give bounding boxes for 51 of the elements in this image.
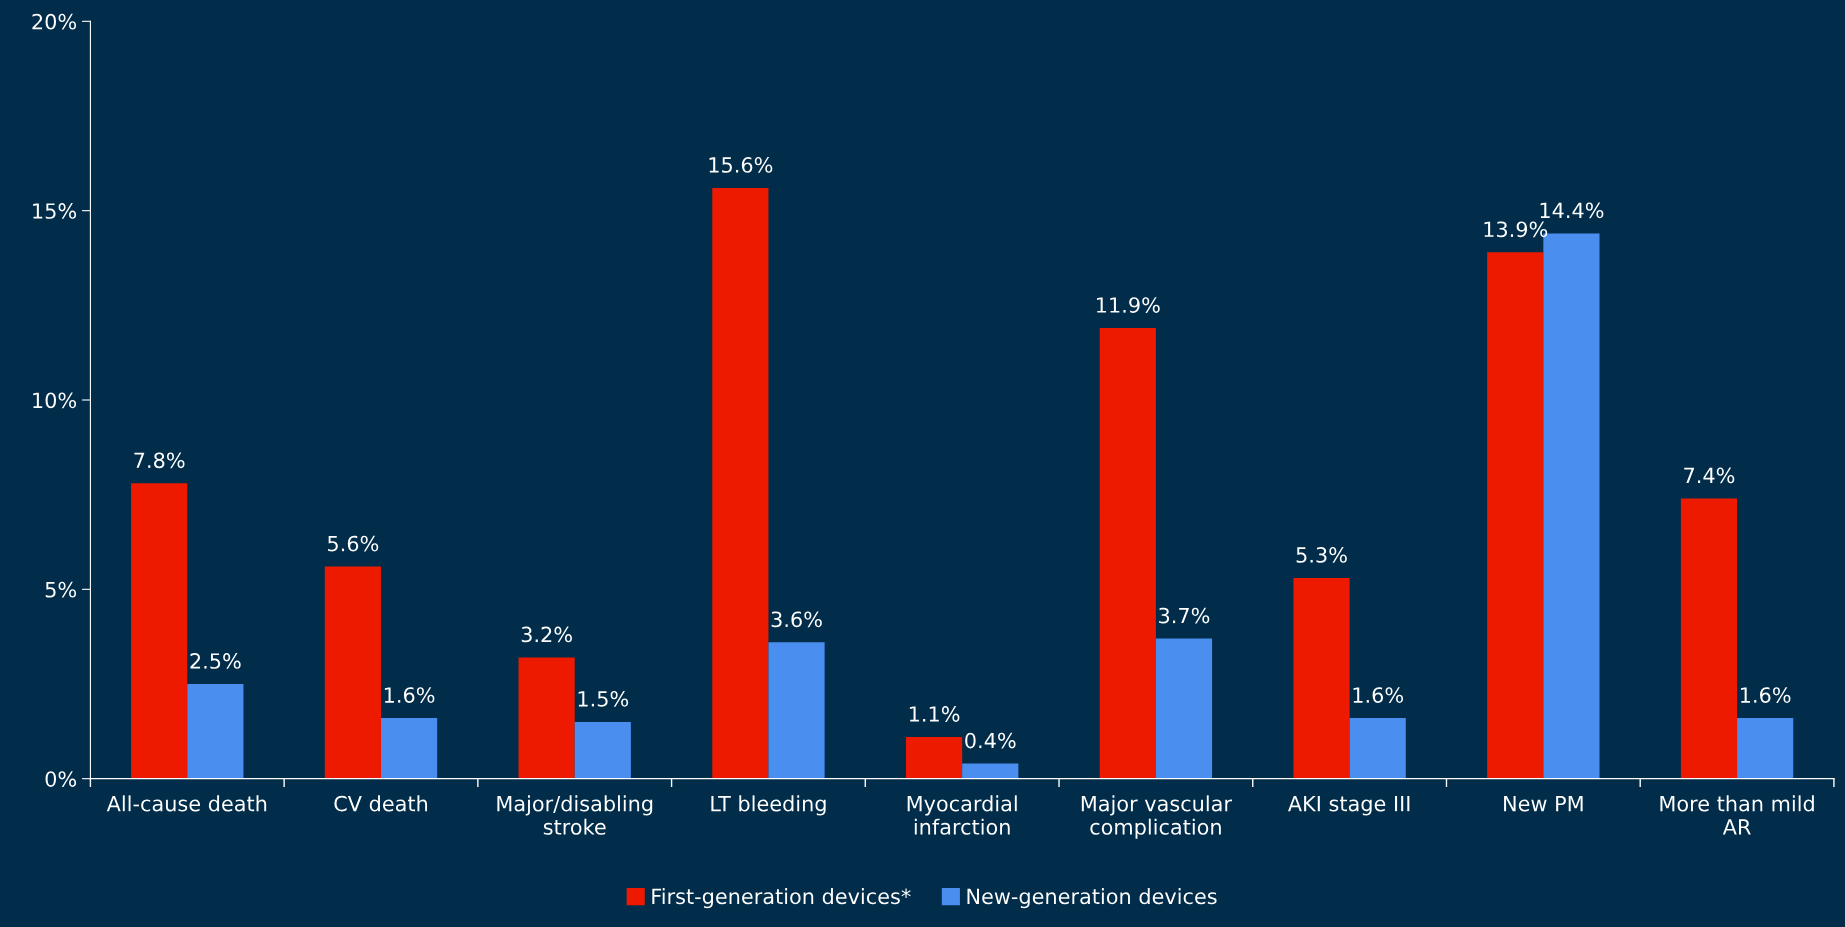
x-tick-label: LT bleeding	[711, 795, 826, 816]
bar	[905, 737, 963, 779]
data-label: 0.4%	[965, 732, 1016, 749]
y-tick-label: 0%	[45, 771, 77, 787]
bar	[131, 483, 188, 779]
bar	[1293, 577, 1350, 779]
data-label: 11.9%	[1097, 297, 1160, 313]
bar	[1099, 328, 1156, 779]
data-label: 1.6%	[384, 687, 435, 703]
x-tick-label: More than mild AR	[1660, 795, 1814, 835]
x-tick-label: Myocardial infarction	[907, 795, 1017, 835]
data-label: 2.5%	[190, 653, 241, 669]
x-tick-label: Major/disabling stroke	[497, 795, 653, 835]
data-label: 1.6%	[1353, 687, 1404, 703]
bar	[712, 187, 769, 779]
bar	[574, 721, 631, 779]
data-label: 7.4%	[1684, 467, 1735, 484]
x-tick-label: AKI stage III	[1287, 795, 1410, 816]
bar	[187, 684, 244, 779]
legend-label: First-generation devices*	[652, 888, 911, 909]
legend-label: New-generation devices	[967, 888, 1217, 909]
data-label: 5.3%	[1296, 547, 1347, 563]
y-tick-label: 5%	[45, 581, 77, 598]
data-label: 1.5%	[578, 690, 629, 707]
bar	[1487, 252, 1544, 779]
y-tick-label: 10%	[33, 392, 77, 409]
bar	[380, 718, 438, 779]
bar	[768, 642, 825, 779]
y-tick-label: 20%	[32, 13, 77, 30]
x-tick-label: Major vascular complication	[1081, 795, 1232, 839]
bar	[518, 657, 575, 779]
bar	[1155, 638, 1213, 779]
x-tick-label: New PM	[1504, 795, 1583, 812]
data-label: 1.1%	[909, 706, 960, 722]
data-label: 14.4%	[1540, 202, 1604, 219]
bar	[1680, 498, 1738, 779]
data-label: 5.6%	[328, 535, 379, 552]
data-label: 3.7%	[1159, 607, 1210, 624]
bar	[324, 566, 381, 779]
bar	[1349, 718, 1406, 779]
x-tick-label: All-cause death	[106, 795, 267, 812]
data-label: 15.6%	[709, 157, 773, 173]
bar	[1737, 718, 1794, 779]
data-label: 13.9%	[1484, 221, 1548, 238]
data-label: 1.6%	[1740, 687, 1791, 703]
y-tick-label: 15%	[33, 203, 77, 219]
data-label: 3.2%	[521, 626, 572, 643]
data-label: 3.6%	[771, 611, 822, 628]
x-tick-label: CV death	[334, 795, 428, 812]
data-label: 7.8%	[134, 452, 185, 469]
bar	[962, 763, 1019, 779]
